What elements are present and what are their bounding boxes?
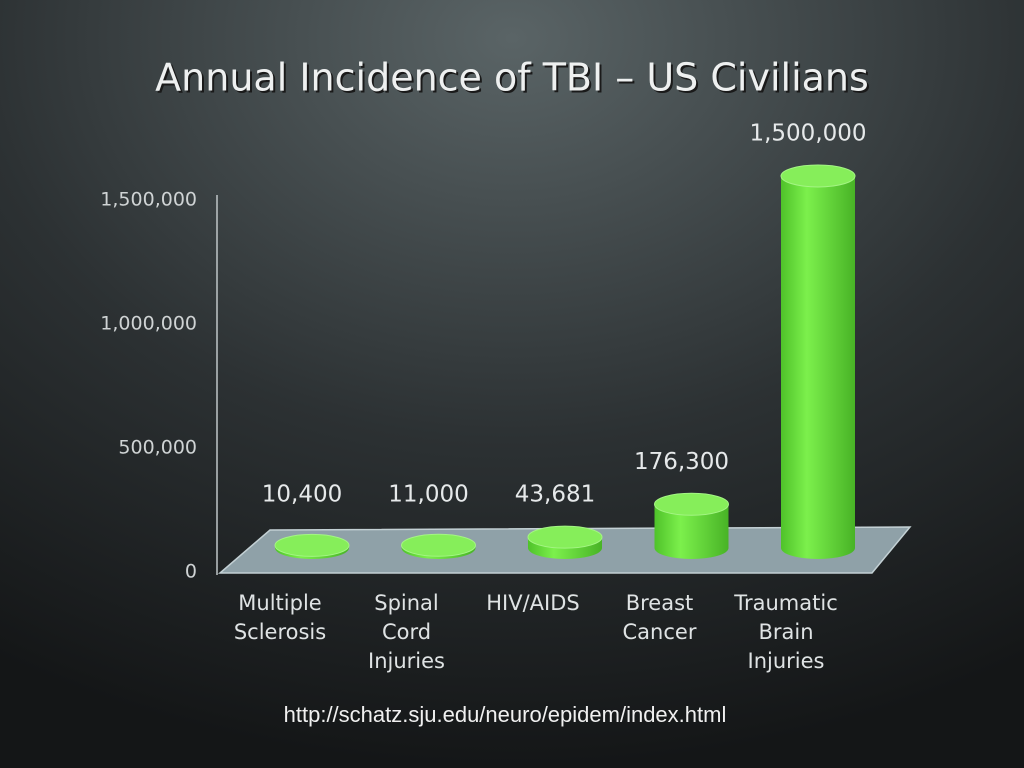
x-tick-label: Breast Cancer	[623, 591, 697, 644]
chart-title: Annual Incidence of TBI – US Civilians	[155, 56, 869, 100]
x-tick-label-line: Injuries	[368, 649, 445, 673]
title-shadow: Annual Incidence of TBI – US Civilians	[157, 58, 871, 102]
value-label: 10,400	[262, 482, 342, 508]
value-label: 11,000	[388, 482, 468, 508]
bar-top	[401, 533, 476, 557]
x-tick-label-line: Multiple	[238, 591, 321, 615]
bar-body	[654, 504, 729, 559]
value-label: 176,300	[634, 449, 729, 475]
y-tick-label: 500,000	[118, 437, 197, 459]
bar-top	[654, 492, 729, 516]
x-tick-label-line: Spinal	[374, 591, 439, 615]
x-tick-label-line: Injuries	[748, 649, 825, 673]
x-tick-label: Multiple Sclerosis	[234, 591, 326, 644]
value-label: 43,681	[515, 482, 595, 508]
y-tick-label: 1,500,000	[100, 189, 197, 211]
source-link[interactable]: http://schatz.sju.edu/neuro/epidem/index…	[284, 702, 727, 727]
bar-top	[780, 164, 856, 188]
x-tick-label: Spinal Cord Injuries	[368, 591, 445, 673]
x-tick-label-line: Traumatic	[733, 591, 838, 615]
bar-top	[274, 533, 350, 557]
value-label: 1,500,000	[749, 121, 866, 147]
bar-top	[527, 525, 603, 549]
bar-body	[781, 176, 855, 559]
y-tick-label: 0	[185, 561, 197, 583]
x-tick-label-line: Cord	[382, 620, 431, 644]
x-tick-label-line: Sclerosis	[234, 620, 326, 644]
x-tick-label: HIV/AIDS	[486, 591, 580, 615]
x-tick-label-line: Brain	[758, 620, 813, 644]
x-tick-label: Traumatic Brain Injuries	[733, 591, 838, 673]
x-tick-label-line: HIV/AIDS	[486, 591, 580, 615]
x-tick-label-line: Breast	[626, 591, 694, 615]
y-tick-label: 1,000,000	[100, 313, 197, 335]
x-tick-label-line: Cancer	[623, 620, 697, 644]
